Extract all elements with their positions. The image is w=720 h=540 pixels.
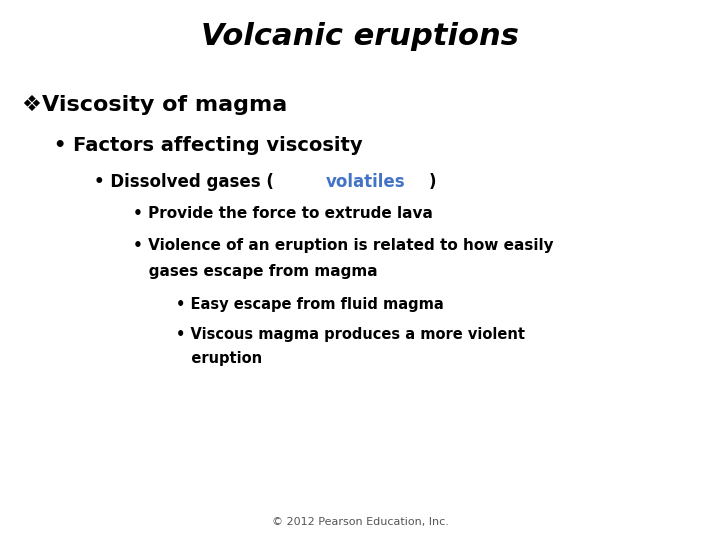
- Text: • Violence of an eruption is related to how easily: • Violence of an eruption is related to …: [133, 238, 554, 253]
- Text: ): ): [428, 173, 436, 191]
- Text: volatiles: volatiles: [325, 173, 405, 191]
- Text: • Factors affecting viscosity: • Factors affecting viscosity: [54, 136, 363, 155]
- Text: © 2012 Pearson Education, Inc.: © 2012 Pearson Education, Inc.: [271, 516, 449, 526]
- Text: Volcanic eruptions: Volcanic eruptions: [201, 22, 519, 51]
- Text: • Easy escape from fluid magma: • Easy escape from fluid magma: [176, 297, 444, 312]
- Text: gases escape from magma: gases escape from magma: [133, 264, 378, 279]
- Text: • Provide the force to extrude lava: • Provide the force to extrude lava: [133, 206, 433, 221]
- Text: ❖Viscosity of magma: ❖Viscosity of magma: [22, 94, 287, 114]
- Text: • Dissolved gases (: • Dissolved gases (: [94, 173, 274, 191]
- Text: eruption: eruption: [176, 351, 263, 366]
- Text: • Viscous magma produces a more violent: • Viscous magma produces a more violent: [176, 327, 526, 342]
